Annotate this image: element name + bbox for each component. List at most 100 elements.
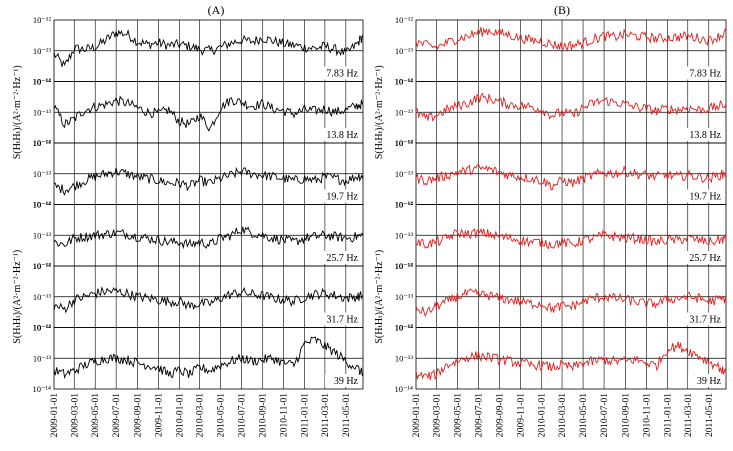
y-tick-label: 10⁻¹³ — [33, 169, 52, 179]
y-tick-label: 10⁻¹² — [395, 323, 414, 333]
freq-label-bg — [313, 128, 359, 141]
x-tick-label: 2009-05-01 — [453, 393, 463, 438]
x-tick-label: 2010-07-01 — [237, 393, 247, 438]
freq-label: 25.7 Hz — [326, 253, 358, 264]
series-line — [53, 226, 364, 250]
y-tick-label: 10⁻¹³ — [395, 292, 414, 302]
freq-label-bg — [688, 374, 722, 387]
y-tick-label: 10⁻¹² — [33, 15, 52, 25]
y-tick-label: 10⁻¹² — [395, 261, 414, 271]
y-tick-label: 10⁻¹⁴ — [395, 77, 414, 87]
freq-label: 39 Hz — [697, 376, 722, 387]
y-tick-label: 10⁻¹² — [395, 200, 414, 210]
freq-label: 25.7 Hz — [689, 253, 721, 264]
y-tick-label: 10⁻¹⁴ — [395, 138, 414, 148]
series-line — [53, 336, 364, 380]
y-tick-label: 10⁻¹³ — [33, 107, 52, 117]
x-tick-label: 2011-05-01 — [342, 393, 352, 437]
x-tick-label: 2010-01-01 — [175, 393, 185, 438]
y-tick-label: 10⁻¹² — [33, 77, 52, 87]
freq-label: 19.7 Hz — [326, 192, 358, 203]
y-tick-label: 10⁻¹³ — [395, 353, 414, 363]
y-tick-label: 10⁻¹³ — [33, 46, 52, 56]
x-tick-label: 2010-09-01 — [259, 393, 269, 438]
y-axis-label: S(HₜHₜ)/(A²·m⁻²·Hz⁻¹) — [374, 250, 385, 344]
y-tick-label: 10⁻¹³ — [33, 230, 52, 240]
series-line — [53, 286, 364, 314]
series-line — [415, 341, 727, 381]
y-tick-label: 10⁻¹⁴ — [395, 323, 414, 333]
y-tick-label: 10⁻¹⁴ — [395, 261, 414, 271]
x-tick-label: 2009-01-01 — [50, 393, 60, 438]
x-tick-label: 2009-03-01 — [70, 393, 80, 438]
freq-label-bg — [676, 128, 722, 141]
y-axis-label: S(HₜHₜ)/(A²·m⁻²·Hz⁻¹) — [12, 65, 23, 159]
x-tick-label: 2010-05-01 — [217, 393, 227, 438]
x-tick-label: 2010-01-01 — [538, 393, 548, 438]
x-tick-label: 2011-03-01 — [321, 393, 331, 437]
x-tick-label: 2010-03-01 — [558, 393, 568, 438]
y-tick-label: 10⁻¹⁴ — [33, 138, 52, 148]
y-tick-label: 10⁻¹² — [395, 138, 414, 148]
panel-title-b: (B) — [554, 3, 570, 17]
y-tick-label: 10⁻¹² — [33, 200, 52, 210]
series-line — [415, 163, 727, 191]
freq-label-bg — [676, 189, 722, 203]
y-axis-label: S(HₜHₜ)/(A²·m⁻²·Hz⁻¹) — [374, 65, 385, 159]
freq-label-bg — [313, 66, 359, 80]
x-tick-label: 2010-11-01 — [642, 393, 652, 437]
x-tick-label: 2009-07-01 — [474, 393, 484, 438]
x-tick-label: 2009-11-01 — [517, 393, 527, 437]
y-tick-label: 10⁻¹⁴ — [395, 384, 414, 394]
series-line — [415, 26, 727, 52]
x-tick-label: 2009-05-01 — [91, 393, 101, 438]
x-tick-label: 2009-09-01 — [496, 393, 506, 438]
x-tick-label: 2010-11-01 — [280, 393, 290, 437]
y-tick-label: 10⁻¹⁴ — [33, 384, 52, 394]
x-tick-label: 2009-03-01 — [432, 393, 442, 438]
x-tick-label: 2010-05-01 — [579, 393, 589, 438]
x-tick-label: 2009-01-01 — [412, 393, 422, 438]
freq-label-bg — [676, 312, 722, 326]
y-tick-label: 10⁻¹² — [33, 138, 52, 148]
series-line — [415, 227, 727, 250]
y-tick-label: 10⁻¹² — [33, 323, 52, 333]
freq-label: 39 Hz — [334, 376, 359, 387]
x-tick-label: 2009-07-01 — [112, 393, 122, 438]
y-tick-label: 10⁻¹⁴ — [33, 323, 52, 333]
x-tick-label: 2010-07-01 — [600, 393, 610, 438]
y-tick-label: 10⁻¹⁴ — [33, 200, 52, 210]
freq-label-bg — [676, 251, 722, 264]
freq-label: 31.7 Hz — [326, 315, 358, 326]
y-tick-label: 10⁻¹³ — [395, 46, 414, 56]
freq-label: 13.8 Hz — [689, 130, 721, 141]
freq-label: 7.83 Hz — [326, 69, 358, 80]
x-tick-label: 2011-03-01 — [684, 393, 694, 437]
y-tick-label: 10⁻¹⁴ — [395, 200, 414, 210]
panel-title-a: (A) — [208, 3, 225, 17]
series-line — [53, 166, 364, 196]
x-tick-label: 2010-03-01 — [196, 393, 206, 438]
y-tick-label: 10⁻¹³ — [395, 169, 414, 179]
y-tick-label: 10⁻¹⁴ — [33, 77, 52, 87]
freq-label-bg — [313, 312, 359, 326]
series-line — [53, 28, 364, 67]
y-tick-label: 10⁻¹³ — [33, 353, 52, 363]
freq-label: 31.7 Hz — [689, 315, 721, 326]
y-axis-label: S(HₜHₜ)/(A²·m⁻²·Hz⁻¹) — [12, 250, 23, 344]
freq-label: 7.83 Hz — [689, 69, 721, 80]
series-line — [415, 288, 727, 318]
freq-label-bg — [676, 66, 722, 80]
x-tick-label: 2011-01-01 — [663, 393, 673, 437]
freq-label-bg — [313, 251, 359, 264]
series-line — [53, 95, 364, 132]
freq-label: 19.7 Hz — [689, 192, 721, 203]
x-tick-label: 2009-09-01 — [133, 393, 143, 438]
y-tick-label: 10⁻¹³ — [395, 230, 414, 240]
y-tick-label: 10⁻¹⁴ — [33, 261, 52, 271]
freq-label-bg — [325, 374, 359, 387]
y-tick-label: 10⁻¹² — [33, 261, 52, 271]
y-tick-label: 10⁻¹² — [395, 15, 414, 25]
series-line — [415, 92, 727, 122]
